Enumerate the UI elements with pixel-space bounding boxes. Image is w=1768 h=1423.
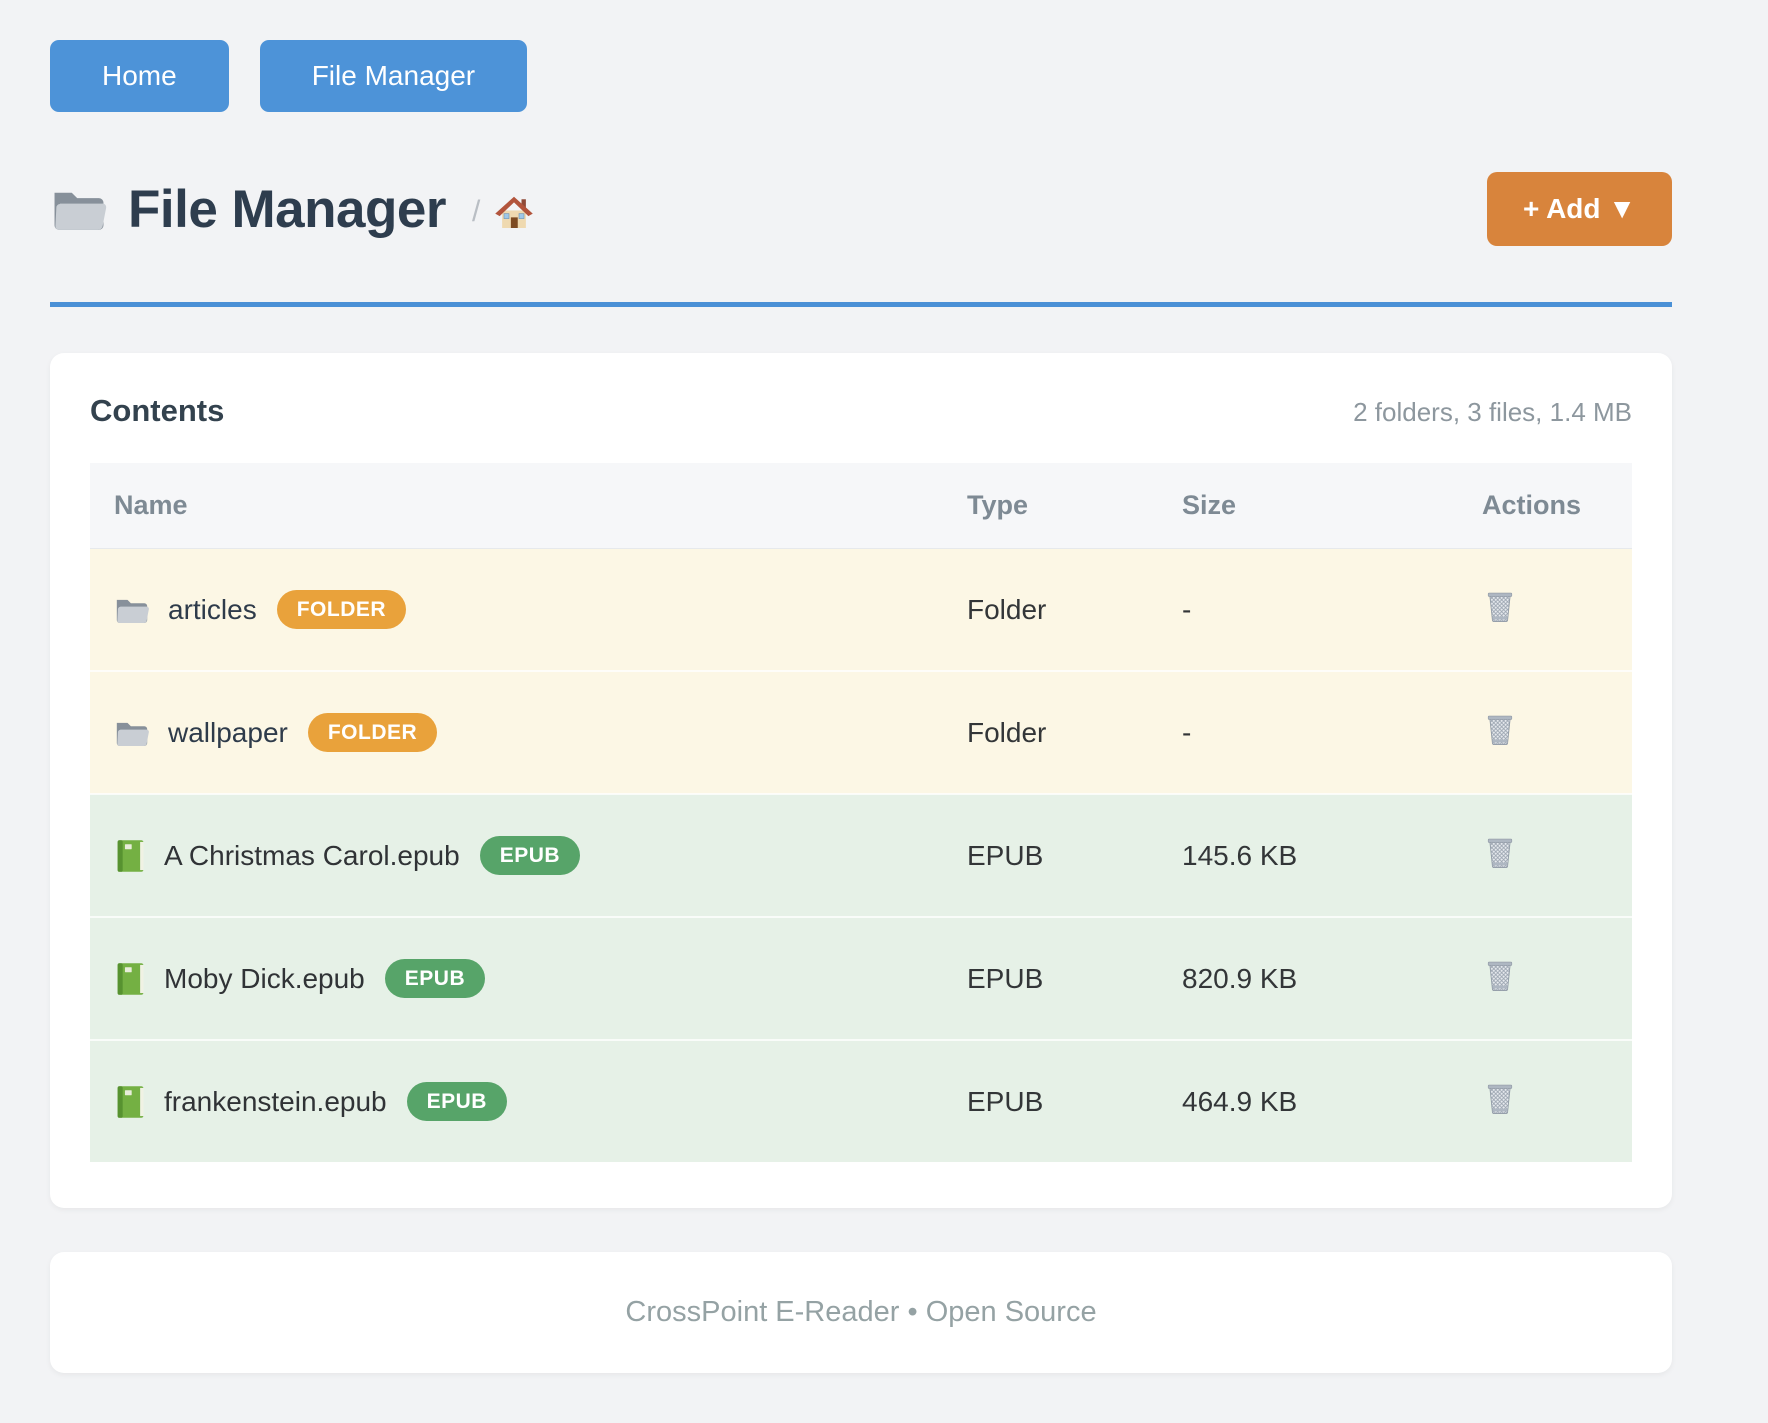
type-cell: Folder bbox=[967, 548, 1182, 671]
size-cell: 820.9 KB bbox=[1182, 916, 1402, 1040]
column-header-actions: Actions bbox=[1402, 463, 1632, 549]
divider bbox=[50, 302, 1672, 307]
epub-badge: EPUB bbox=[479, 836, 581, 875]
wastebasket-icon bbox=[1482, 956, 1518, 994]
folder-icon bbox=[114, 593, 150, 627]
delete-button[interactable] bbox=[1482, 1079, 1518, 1117]
table-row-christmas-carol: A Christmas Carol.epub EPUB EPUB 145.6 K… bbox=[90, 793, 1632, 917]
table-row-articles: articles FOLDER Folder - bbox=[90, 548, 1632, 671]
column-header-type: Type bbox=[967, 463, 1182, 549]
type-cell: Folder bbox=[967, 670, 1182, 794]
home-button[interactable]: Home bbox=[50, 40, 229, 112]
top-nav: Home File Manager bbox=[50, 40, 1672, 112]
column-header-size: Size bbox=[1182, 463, 1402, 549]
type-cell: EPUB bbox=[967, 1039, 1182, 1162]
page-title: File Manager bbox=[128, 179, 446, 239]
type-cell: EPUB bbox=[967, 793, 1182, 917]
folder-badge: FOLDER bbox=[307, 713, 438, 752]
size-cell: 145.6 KB bbox=[1182, 793, 1402, 917]
page-header: File Manager / + Add ▼ bbox=[50, 172, 1672, 246]
file-table: Name Type Size Actions articles FOLDER F… bbox=[90, 463, 1632, 1162]
size-cell: 464.9 KB bbox=[1182, 1039, 1402, 1162]
contents-card-header: Contents 2 folders, 3 files, 1.4 MB bbox=[90, 393, 1632, 429]
size-cell: - bbox=[1182, 670, 1402, 794]
green-book-icon bbox=[114, 961, 146, 997]
table-row-moby-dick: Moby Dick.epub EPUB EPUB 820.9 KB bbox=[90, 916, 1632, 1040]
epub-badge: EPUB bbox=[384, 959, 486, 998]
file-manager-button[interactable]: File Manager bbox=[259, 40, 528, 112]
contents-card: Contents 2 folders, 3 files, 1.4 MB Name… bbox=[50, 353, 1672, 1208]
type-cell: EPUB bbox=[967, 916, 1182, 1040]
wastebasket-icon bbox=[1482, 1079, 1518, 1117]
table-row-frankenstein: frankenstein.epub EPUB EPUB 464.9 KB bbox=[90, 1039, 1632, 1162]
folder-icon bbox=[114, 716, 150, 750]
house-icon[interactable] bbox=[494, 193, 534, 233]
wastebasket-icon bbox=[1482, 587, 1518, 625]
table-row-wallpaper: wallpaper FOLDER Folder - bbox=[90, 670, 1632, 794]
file-link[interactable]: Moby Dick.epub bbox=[164, 962, 365, 994]
delete-button[interactable] bbox=[1482, 710, 1518, 748]
folder-badge: FOLDER bbox=[276, 590, 407, 629]
contents-summary: 2 folders, 3 files, 1.4 MB bbox=[1353, 397, 1632, 427]
add-button[interactable]: + Add ▼ bbox=[1486, 172, 1672, 246]
folder-icon bbox=[50, 183, 108, 235]
wastebasket-icon bbox=[1482, 833, 1518, 871]
folder-link[interactable]: articles bbox=[168, 593, 257, 625]
epub-badge: EPUB bbox=[406, 1082, 507, 1121]
footer: CrossPoint E-Reader • Open Source bbox=[50, 1252, 1672, 1373]
wastebasket-icon bbox=[1482, 710, 1518, 748]
delete-button[interactable] bbox=[1482, 587, 1518, 625]
column-header-name: Name bbox=[90, 463, 967, 549]
footer-text: CrossPoint E-Reader • Open Source bbox=[625, 1296, 1097, 1328]
file-link[interactable]: A Christmas Carol.epub bbox=[164, 839, 460, 871]
green-book-icon bbox=[114, 1084, 146, 1120]
file-link[interactable]: frankenstein.epub bbox=[164, 1085, 387, 1117]
folder-link[interactable]: wallpaper bbox=[168, 716, 288, 748]
delete-button[interactable] bbox=[1482, 833, 1518, 871]
green-book-icon bbox=[114, 838, 146, 874]
delete-button[interactable] bbox=[1482, 956, 1518, 994]
breadcrumb-separator: / bbox=[471, 195, 481, 228]
size-cell: - bbox=[1182, 548, 1402, 671]
table-header-row: Name Type Size Actions bbox=[90, 463, 1632, 549]
contents-heading: Contents bbox=[90, 393, 225, 428]
